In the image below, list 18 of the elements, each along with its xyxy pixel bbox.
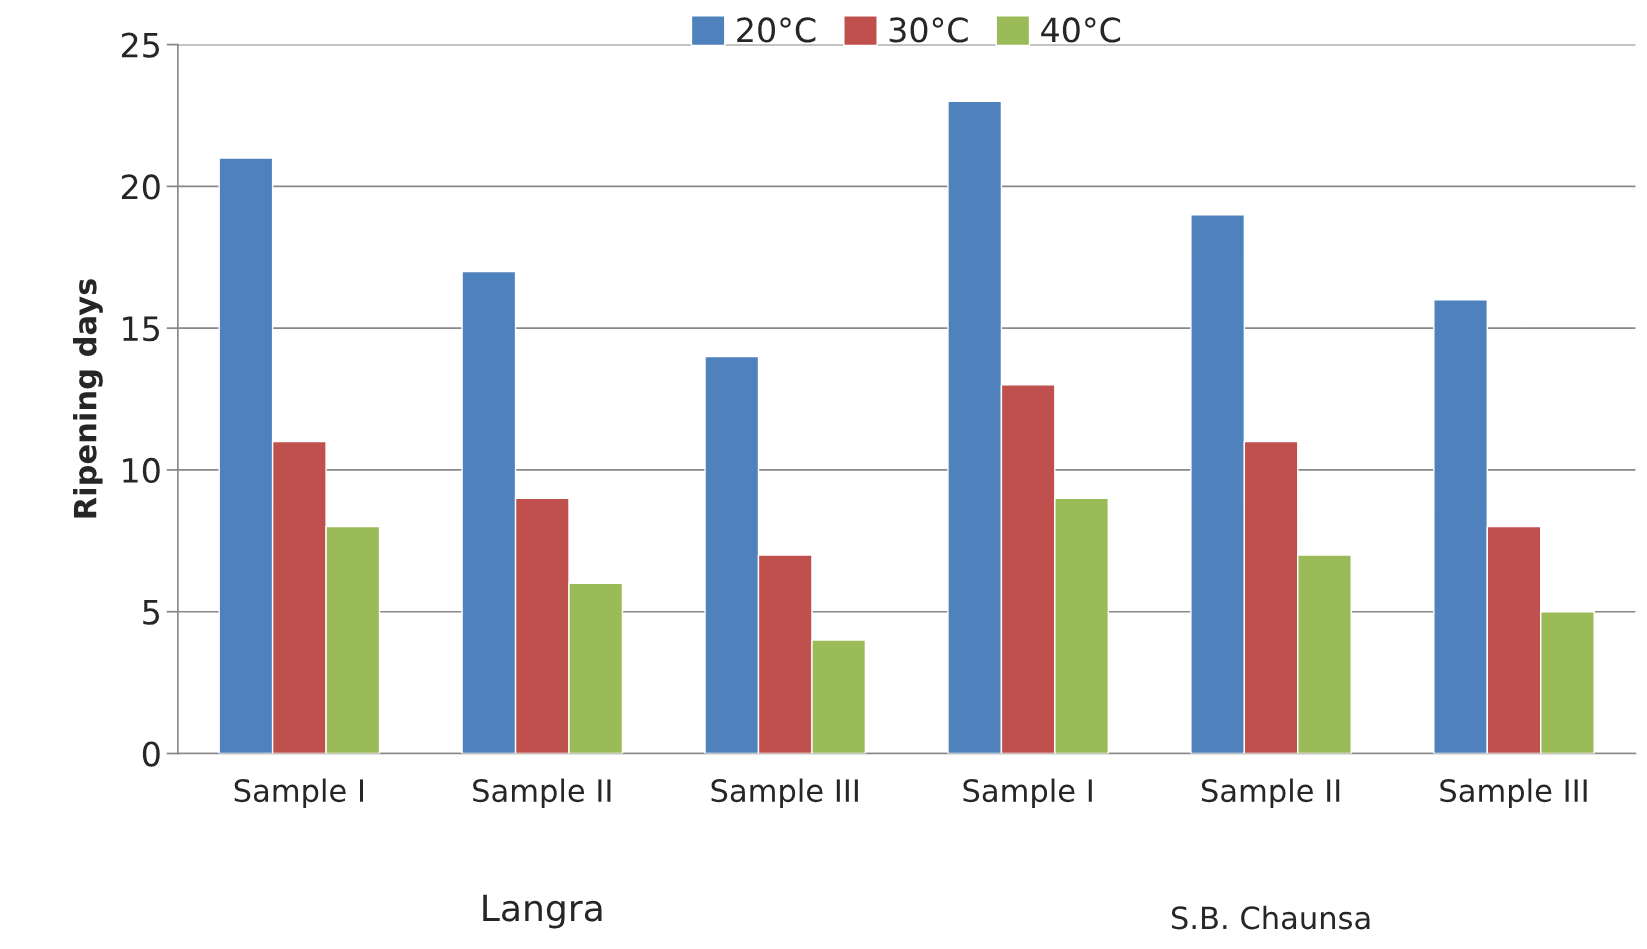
x-tick-label: Sample II	[473, 778, 611, 809]
y-axis-title: Ripening days	[73, 279, 103, 518]
y-tick-label: 10	[123, 457, 160, 484]
legend-label: 40°C	[1041, 17, 1121, 43]
text: S.B. Chaunsa	[1171, 905, 1370, 930]
y-tick-label: 15	[123, 316, 159, 342]
x-tick-label: Sample III	[1440, 778, 1587, 809]
text: Langra	[483, 894, 602, 929]
x-tick-label: Sample I	[963, 778, 1092, 809]
legend-label: 20°C	[737, 17, 816, 43]
x-tick-label: Sample III	[711, 778, 858, 809]
y-tick-label: 0	[142, 741, 160, 767]
x-tick-label: Sample I	[234, 778, 363, 809]
y-tick-label: 20	[121, 174, 160, 200]
legend-label: 30°C	[889, 17, 968, 43]
y-tick-label: 5	[143, 600, 159, 625]
x-tick-label: Sample II	[1201, 778, 1340, 809]
y-tick-label: 25	[121, 32, 159, 58]
